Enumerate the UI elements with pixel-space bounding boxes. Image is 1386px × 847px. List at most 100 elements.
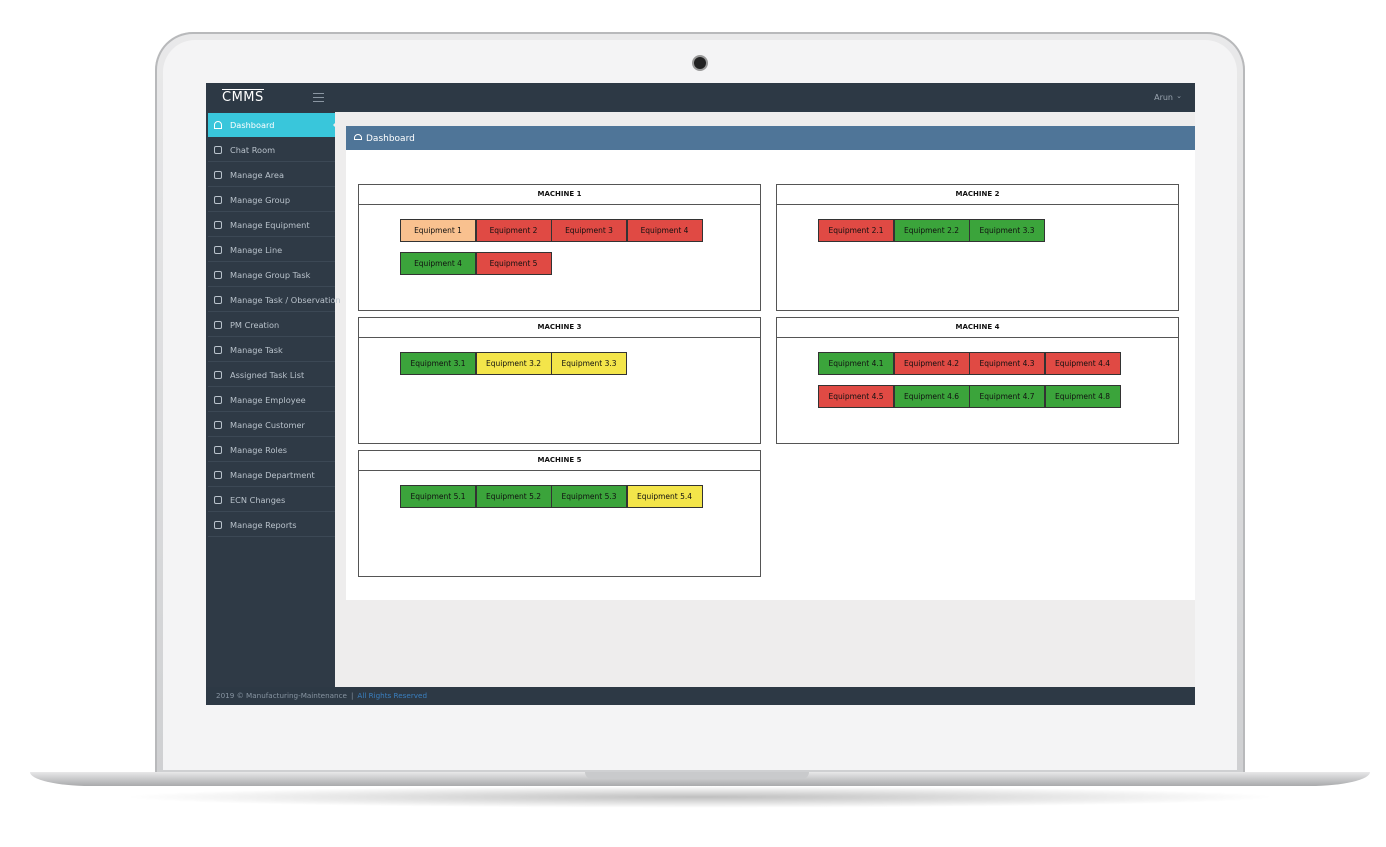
panel-header: Dashboard <box>346 126 1195 150</box>
equipment-button[interactable]: Equipment 4.6 <box>893 385 970 408</box>
nav-icon <box>214 171 222 179</box>
nav-icon <box>214 196 222 204</box>
equipment-button[interactable]: Equipment 4 <box>400 252 476 275</box>
menu-toggle[interactable] <box>313 93 324 102</box>
equipment-button[interactable]: Equipment 5.2 <box>475 485 552 508</box>
machine-card: MACHINE 5 Equipment 5.1 Equipment 5.2 Equip… <box>358 450 761 577</box>
user-menu[interactable]: Arun <box>1154 93 1173 102</box>
equipment-button[interactable]: Equipment 2 <box>475 219 552 242</box>
nav-item[interactable]: Manage Group <box>208 188 335 212</box>
footer-separator: | <box>350 691 354 700</box>
nav-item[interactable]: Manage Employee <box>208 388 335 412</box>
equipment-button[interactable]: Equipment 4.5 <box>818 385 894 408</box>
footer: 2019 © Manufacturing-Maintenance | All Rig… <box>206 687 1195 705</box>
nav-item[interactable]: Assigned Task List <box>208 363 335 387</box>
nav-item[interactable]: Manage Line <box>208 238 335 262</box>
equipment-button[interactable]: Equipment 3.1 <box>400 352 476 375</box>
nav-label: Manage Task <box>230 345 283 355</box>
machine-card: MACHINE 3 Equipment 3.1 Equipment 3.2 Equip… <box>358 317 761 444</box>
dashboard-panel: Dashboard MACHINE 1 Equipment 1 Equipment … <box>346 126 1195 600</box>
equipment-button[interactable]: Equipment 4.7 <box>969 385 1045 408</box>
equipment-button[interactable]: Equipment 3.2 <box>475 352 552 375</box>
nav-item[interactable]: ECN Changes <box>208 488 335 512</box>
machine-title: MACHINE 4 <box>777 318 1178 338</box>
equipment-button[interactable]: Equipment 3.3 <box>551 352 627 375</box>
top-bar: CMMS Arun ⌄ <box>206 83 1195 112</box>
nav-item[interactable]: Manage Roles <box>208 438 335 462</box>
equipment-button[interactable]: Equipment 3.3 <box>969 219 1045 242</box>
machine-title: MACHINE 3 <box>359 318 760 338</box>
machine-card: MACHINE 4 Equipment 4.1 Equipment 4.2 Equip… <box>776 317 1179 444</box>
footer-copyright: 2019 © Manufacturing-Maintenance <box>216 691 347 700</box>
nav-icon <box>214 421 222 429</box>
nav-label: Manage Employee <box>230 395 306 405</box>
equipment-button[interactable]: Equipment 4.1 <box>818 352 894 375</box>
nav-label: Manage Equipment <box>230 220 310 230</box>
equipment-button[interactable]: Equipment 4.8 <box>1044 385 1121 408</box>
equipment-button[interactable]: Equipment 5.4 <box>626 485 703 508</box>
nav-item[interactable]: Dashboard <box>208 113 340 137</box>
equipment-button[interactable]: Equipment 5 <box>475 252 552 275</box>
footer-rights: All Rights Reserved <box>357 691 428 700</box>
nav-icon <box>214 221 222 229</box>
equipment-button[interactable]: Equipment 4 <box>626 219 703 242</box>
nav-icon <box>214 446 222 454</box>
nav-icon <box>214 321 222 329</box>
nav-label: Chat Room <box>230 145 276 155</box>
user-caret[interactable]: ⌄ <box>1176 92 1182 100</box>
equipment-button[interactable]: Equipment 2.1 <box>818 219 894 242</box>
nav-icon <box>214 146 222 154</box>
nav-item[interactable]: Chat Room <box>208 138 335 162</box>
nav-label: Manage Line <box>230 245 283 255</box>
laptop-shadow <box>120 786 1280 808</box>
machine-card: MACHINE 2 Equipment 2.1 Equipment 2.2 Equip… <box>776 184 1179 311</box>
nav-item[interactable]: Manage Area <box>208 163 335 187</box>
laptop-camera <box>694 57 706 69</box>
nav-icon <box>214 346 222 354</box>
equipment-button[interactable]: Equipment 3 <box>551 219 627 242</box>
nav-label: Assigned Task List <box>230 370 305 380</box>
nav-icon <box>214 371 222 379</box>
screen: CMMS Arun ⌄ Dashboard Chat Room Manage Are… <box>206 83 1195 705</box>
nav-item[interactable]: Manage Task / Observation <box>208 288 341 312</box>
nav-icon <box>214 246 222 254</box>
panel-icon <box>354 134 362 140</box>
machine-title: MACHINE 5 <box>359 451 760 471</box>
equipment-button[interactable]: Equipment 4.4 <box>1044 352 1121 375</box>
equipment-button[interactable]: Equipment 4.3 <box>969 352 1045 375</box>
nav-label: Manage Customer <box>230 420 305 430</box>
nav-item[interactable]: Manage Department <box>208 463 335 487</box>
nav-item[interactable]: PM Creation <box>208 313 335 337</box>
nav-label: ECN Changes <box>230 495 286 505</box>
nav-label: Manage Department <box>230 470 315 480</box>
machine-title: MACHINE 1 <box>359 185 760 205</box>
nav-icon <box>214 121 222 129</box>
nav-icon <box>214 496 222 504</box>
nav-label: Manage Task / Observation <box>230 295 341 305</box>
equipment-button[interactable]: Equipment 5.1 <box>400 485 476 508</box>
equipment-button[interactable]: Equipment 4.2 <box>893 352 970 375</box>
nav-item[interactable]: Manage Task <box>208 338 335 362</box>
nav-item[interactable]: Manage Reports <box>208 513 335 537</box>
equipment-button[interactable]: Equipment 2.2 <box>893 219 970 242</box>
nav-item[interactable]: Manage Equipment <box>208 213 335 237</box>
nav-icon <box>214 296 222 304</box>
logo[interactable]: CMMS <box>222 89 264 105</box>
nav-label: PM Creation <box>230 320 280 330</box>
equipment-button[interactable]: Equipment 1 <box>400 219 476 242</box>
nav-icon <box>214 521 222 529</box>
nav-item[interactable]: Manage Customer <box>208 413 335 437</box>
panel-title: Dashboard <box>366 134 415 144</box>
nav-item[interactable]: Manage Group Task <box>208 263 335 287</box>
nav-label: Manage Group Task <box>230 270 311 280</box>
nav-icon <box>214 396 222 404</box>
equipment-button[interactable]: Equipment 5.3 <box>551 485 627 508</box>
sidebar: Dashboard Chat Room Manage Area Manage Grou… <box>206 112 341 687</box>
nav-icon <box>214 271 222 279</box>
nav-icon <box>214 471 222 479</box>
nav-label: Manage Reports <box>230 520 297 530</box>
nav-label: Manage Roles <box>230 445 288 455</box>
nav-label: Dashboard <box>230 120 275 130</box>
machine-title: MACHINE 2 <box>777 185 1178 205</box>
